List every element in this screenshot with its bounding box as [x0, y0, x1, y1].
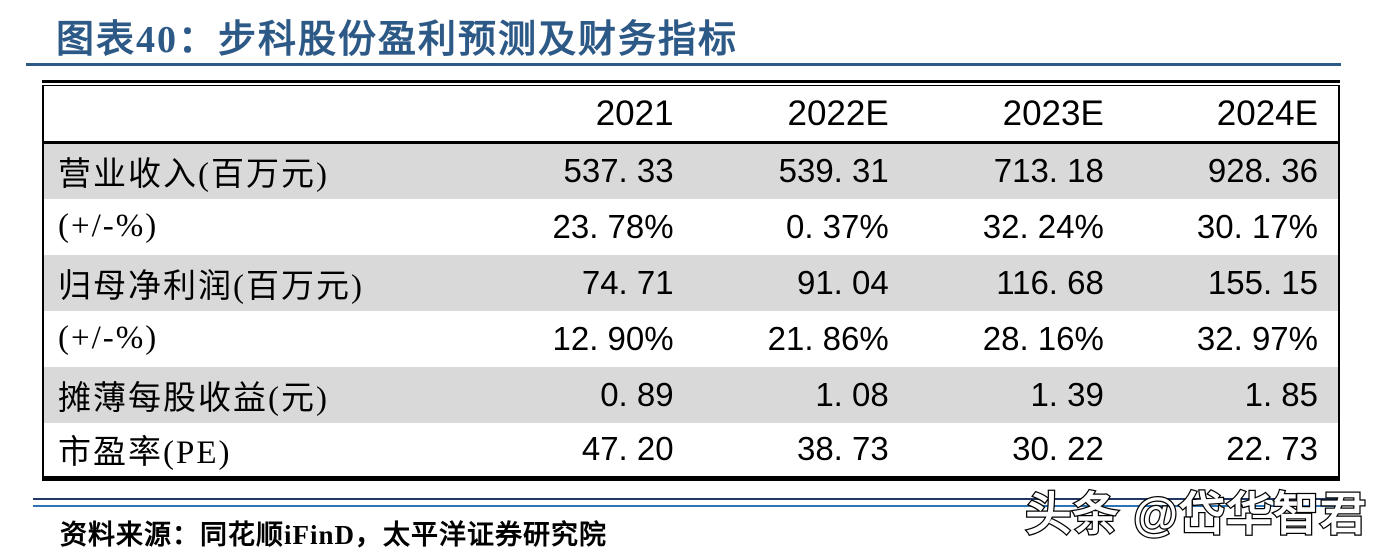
cell-value: 1. 08	[815, 375, 889, 413]
watermark: 头条 @岱华智君	[1024, 487, 1367, 542]
row-label: 营业收入(百万元)	[58, 157, 329, 194]
cell-value: 30. 22	[1012, 430, 1104, 468]
cell-value: 91. 04	[796, 263, 889, 301]
cell-value: 1. 85	[1244, 375, 1318, 413]
cell-value: 537. 33	[563, 152, 674, 190]
title-underline	[26, 63, 1341, 66]
table-row-net-profit: 归母净利润(百万元) 74. 71 91. 04 116. 68 155. 15	[43, 254, 1339, 311]
footer-divider	[33, 498, 1341, 507]
cell-value: 74. 71	[581, 263, 674, 301]
column-header-2021: 2021	[478, 85, 694, 144]
financial-table: 2021 2022E 2023E 2024E 营业收入(百万元) 537. 33…	[42, 80, 1340, 481]
cell-value: 155. 15	[1207, 263, 1318, 301]
source-note: 资料来源：同花顺iFinD，太平洋证券研究院	[60, 520, 608, 550]
cell-value: 12. 90%	[552, 319, 674, 357]
cell-value: 539. 31	[778, 152, 889, 190]
cell-value: 22. 73	[1226, 430, 1318, 468]
column-header-2022e: 2022E	[693, 85, 909, 144]
cell-value: 0. 89	[600, 375, 674, 413]
column-header-2024e: 2024E	[1123, 85, 1339, 144]
cell-value: 23. 78%	[552, 207, 674, 245]
row-label: 归母净利润(百万元)	[58, 268, 364, 305]
cell-value: 32. 97%	[1196, 319, 1318, 357]
cell-value: 38. 73	[796, 430, 889, 468]
table-row-eps: 摊薄每股收益(元) 0. 89 1. 08 1. 39 1. 85	[43, 366, 1339, 423]
column-header-empty	[43, 85, 479, 144]
cell-value: 30. 17%	[1196, 207, 1318, 245]
column-header-2023e: 2023E	[908, 85, 1124, 144]
cell-value: 1. 39	[1030, 375, 1104, 413]
cell-value: 32. 24%	[982, 207, 1104, 245]
table-row-revenue-growth: (+/-%) 23. 78% 0. 37% 32. 24% 30. 17%	[43, 199, 1339, 255]
row-label: 摊薄每股收益(元)	[58, 380, 329, 417]
cell-value: 928. 36	[1207, 152, 1318, 190]
cell-value: 0. 37%	[785, 207, 889, 245]
cell-value: 28. 16%	[982, 319, 1104, 357]
table-row-revenue: 营业收入(百万元) 537. 33 539. 31 713. 18 928. 3…	[43, 142, 1339, 199]
row-label: (+/-%)	[58, 320, 159, 356]
row-label: (+/-%)	[58, 208, 159, 244]
table-header-row: 2021 2022E 2023E 2024E	[43, 85, 1339, 144]
cell-value: 116. 68	[996, 263, 1104, 301]
cell-value: 21. 86%	[767, 319, 889, 357]
row-label: 市盈率(PE)	[58, 435, 232, 472]
page-title: 图表40：步科股份盈利预测及财务指标	[56, 19, 739, 61]
cell-value: 713. 18	[993, 152, 1104, 190]
table-row-pe: 市盈率(PE) 47. 20 38. 73 30. 22 22. 73	[43, 423, 1339, 479]
cell-value: 47. 20	[581, 430, 674, 468]
table-row-profit-growth: (+/-%) 12. 90% 21. 86% 28. 16% 32. 97%	[43, 311, 1339, 367]
